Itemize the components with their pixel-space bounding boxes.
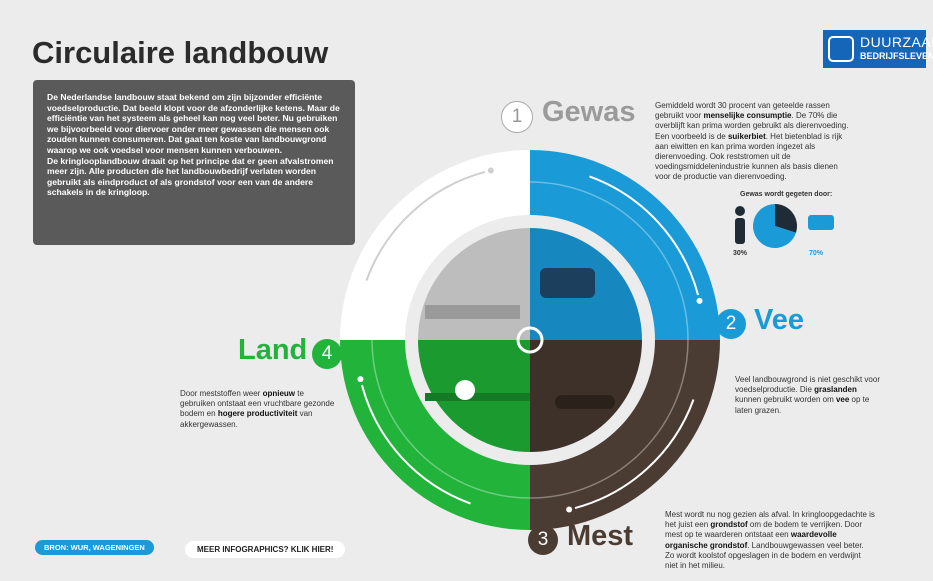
cycle-arrow [360,384,471,505]
title: Circulaire landbouw [32,35,329,70]
text-segment: menselijke consumptie [703,111,792,121]
plant-bed [425,305,520,319]
text-segment: opnieuw [262,389,296,398]
text-segment: te gebruiken ontstaat een vruchtbare gez… [180,389,335,419]
ring-gap [408,218,652,462]
step-name: Vee [754,304,804,336]
link-button[interactable]: MEER INFOGRAPHICS? KLIK HIER! [185,541,346,558]
text-segment: Gemiddeld wordt 30 procent van geteelde … [655,101,830,121]
source: BRON: WUR, WAGENINGEN [35,540,154,555]
step-text: Gemiddeld wordt 30 procent van geteelde … [655,101,855,183]
text-segment: kunnen gebruikt worden om [735,395,836,405]
person-icon [735,218,745,244]
step-name: Mest [567,520,634,552]
intro-paragraph: De kringlooplandbouw draait op het princ… [47,155,334,198]
logo: DUURZAAM BEDRIJFSLEVEN [823,30,933,68]
step-number: 4 [312,339,342,369]
pie-label: 70% [809,250,824,257]
arrow-head [696,297,703,304]
step-number: 2 [716,309,746,339]
step-number: 1 [501,101,533,133]
text-segment: op te laten grazen. [735,395,870,415]
text-segment: graslanden [814,385,857,395]
cycle-arrow [589,175,700,296]
intro-box: De Nederlandse landbouw staat bekend om … [33,80,355,245]
step-text: Door meststoffen weer opnieuw te gebruik… [180,389,335,430]
cow-icon [540,268,595,298]
cycle-arrow [574,399,695,510]
step-text: Veel landbouwgrond is niet geschikt voor… [735,375,885,416]
ring-segment [340,340,530,530]
intro-paragraph: De Nederlandse landbouw staat bekend om … [47,92,340,155]
horizon [425,393,530,401]
person-head [735,206,745,216]
pie-slice [753,204,796,249]
text-segment: . Het bietenblad is rijk aan eiwitten en… [655,131,843,182]
step-name: Land [238,334,308,366]
text-segment: waardevolle organische grondstof [665,530,837,550]
step-text: Mest wordt nu nog gezien als afval. In k… [665,510,875,571]
text-segment: grondstof [710,520,748,530]
pie-slice [775,204,797,233]
manure-icon [555,395,615,409]
text-segment: suikerbiet [727,131,766,141]
ring-segment [530,150,720,340]
logo-text: DUURZAAM [860,34,933,50]
ring-segment [530,340,720,530]
text-segment: Door meststoffen weer [180,389,263,398]
text-segment: hogere productiviteit [217,409,298,419]
logo-icon [828,36,854,62]
arrow-head [566,506,573,513]
text-segment: Veel landbouwgrond is niet geschikt voor… [735,375,880,395]
arrow-head [487,167,494,174]
text-segment: Mest wordt nu nog gezien als afval. In k… [665,510,875,530]
cycle-arrow [365,170,486,281]
center-target [516,326,544,354]
step-name: Gewas [542,96,636,128]
step-number: 3 [528,525,558,555]
text-segment: . De 70% die overblijft kan prima worden… [655,111,849,141]
logo-text: BEDRIJFSLEVEN [860,51,933,61]
pie-title: Gewas wordt gegeten door: [740,191,833,198]
text-segment: vee [835,395,850,405]
ring-segment [340,150,530,340]
sun [455,380,475,400]
text-segment: van akkergewassen. [180,409,313,429]
arrow-head [357,376,364,383]
text-segment: om de bodem te verrijken. Door mest op t… [665,520,862,540]
cow-small [808,215,834,230]
pie-label: 30% [733,250,748,257]
text-segment: . Landbouwgewassen veel beter. Zo wordt … [665,540,864,571]
ring-divider [371,181,689,499]
